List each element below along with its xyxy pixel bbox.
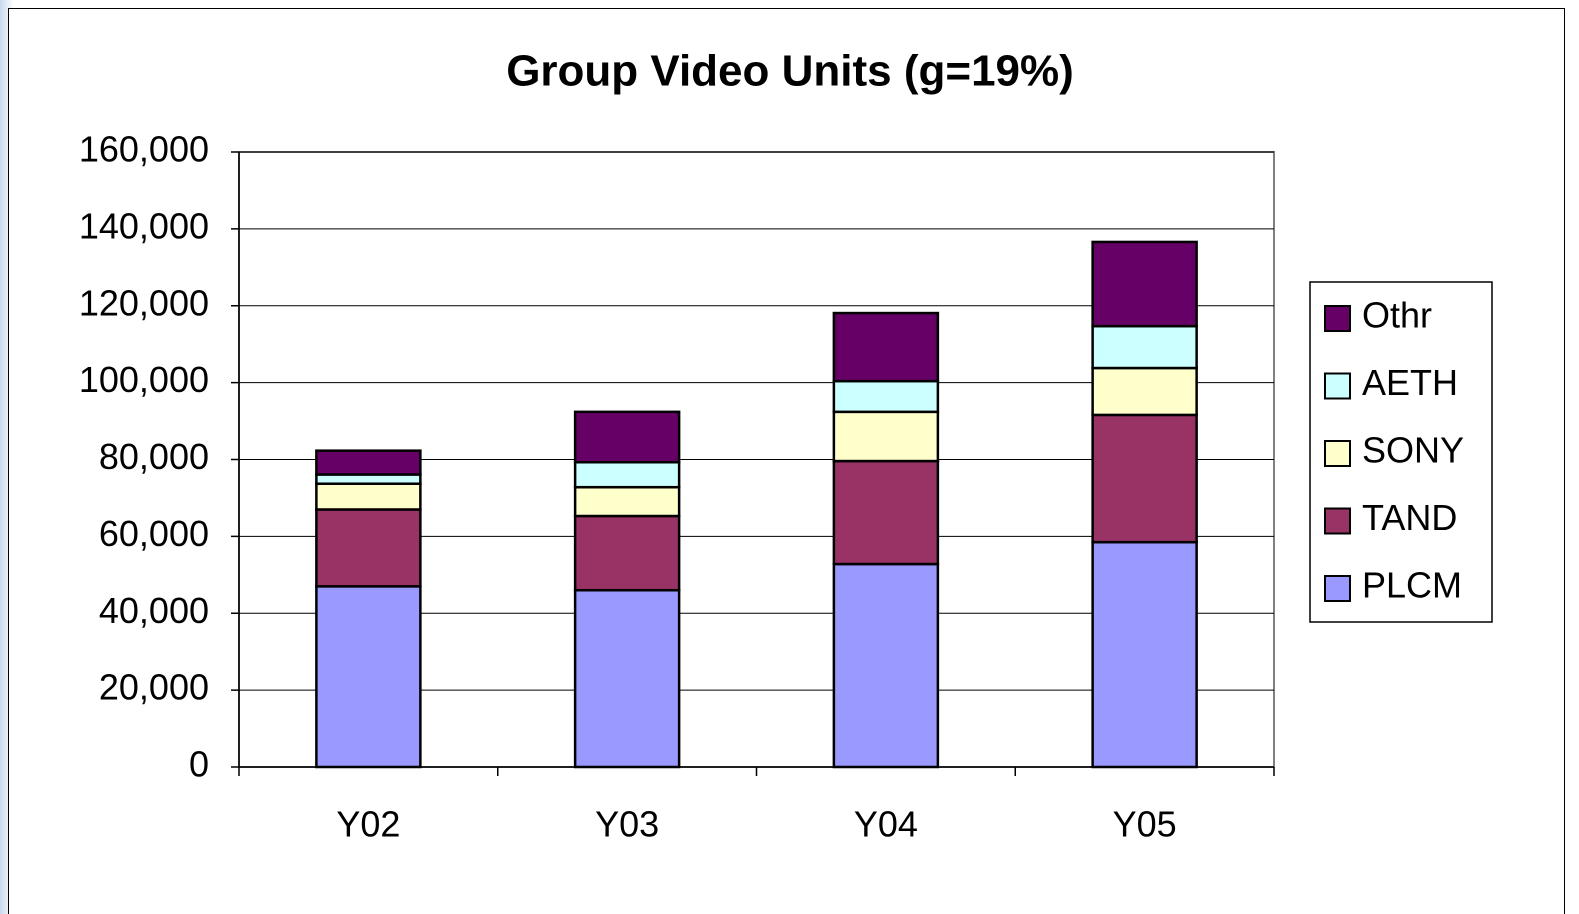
bar-segment xyxy=(1091,413,1198,544)
y-tick-label: 20,000 xyxy=(99,667,209,708)
bar-segment xyxy=(832,410,940,463)
bar-segment xyxy=(573,485,681,518)
bar-segment xyxy=(832,311,940,383)
bar-segment xyxy=(573,588,681,769)
bar-segment xyxy=(1091,324,1198,370)
y-tick-label: 100,000 xyxy=(79,359,209,400)
legend-swatch xyxy=(1324,440,1351,467)
legend-swatch xyxy=(1324,372,1351,400)
bar-segment xyxy=(315,482,422,511)
bar-segment xyxy=(315,508,422,588)
legend-swatch xyxy=(1324,507,1351,535)
bar-segment xyxy=(315,585,422,769)
bar-segment xyxy=(573,410,681,464)
bar-segment xyxy=(832,459,940,566)
y-tick-label: 140,000 xyxy=(79,205,209,246)
x-tick-label: Y02 xyxy=(336,804,400,845)
bar-segment xyxy=(832,562,940,769)
legend-label: PLCM xyxy=(1362,565,1462,606)
legend-label: TAND xyxy=(1362,497,1457,538)
bar-segment xyxy=(315,473,422,485)
bar-segment xyxy=(1091,366,1198,417)
y-tick-label: 40,000 xyxy=(99,590,209,631)
y-tick-label: 80,000 xyxy=(99,436,209,477)
bar-segment xyxy=(1091,240,1198,328)
bar-segment xyxy=(573,514,681,592)
legend-swatch xyxy=(1324,305,1351,332)
legend-label: Othr xyxy=(1362,295,1432,336)
bar-segment xyxy=(315,449,422,476)
x-tick-label: Y05 xyxy=(1113,804,1177,845)
bar-segment xyxy=(1091,540,1198,769)
y-tick-label: 60,000 xyxy=(99,513,209,554)
chart-title: Group Video Units (g=19%) xyxy=(506,47,1074,96)
y-tick-label: 160,000 xyxy=(79,129,209,170)
x-tick-label: Y03 xyxy=(595,804,659,845)
legend-label: AETH xyxy=(1362,362,1458,403)
legend-label: SONY xyxy=(1362,430,1464,471)
bar-segment xyxy=(573,460,681,489)
x-tick-label: Y04 xyxy=(854,804,918,845)
legend-swatch xyxy=(1324,575,1351,602)
y-tick-label: 0 xyxy=(189,744,209,785)
y-tick-label: 120,000 xyxy=(79,282,209,323)
bar-segment xyxy=(832,379,940,414)
